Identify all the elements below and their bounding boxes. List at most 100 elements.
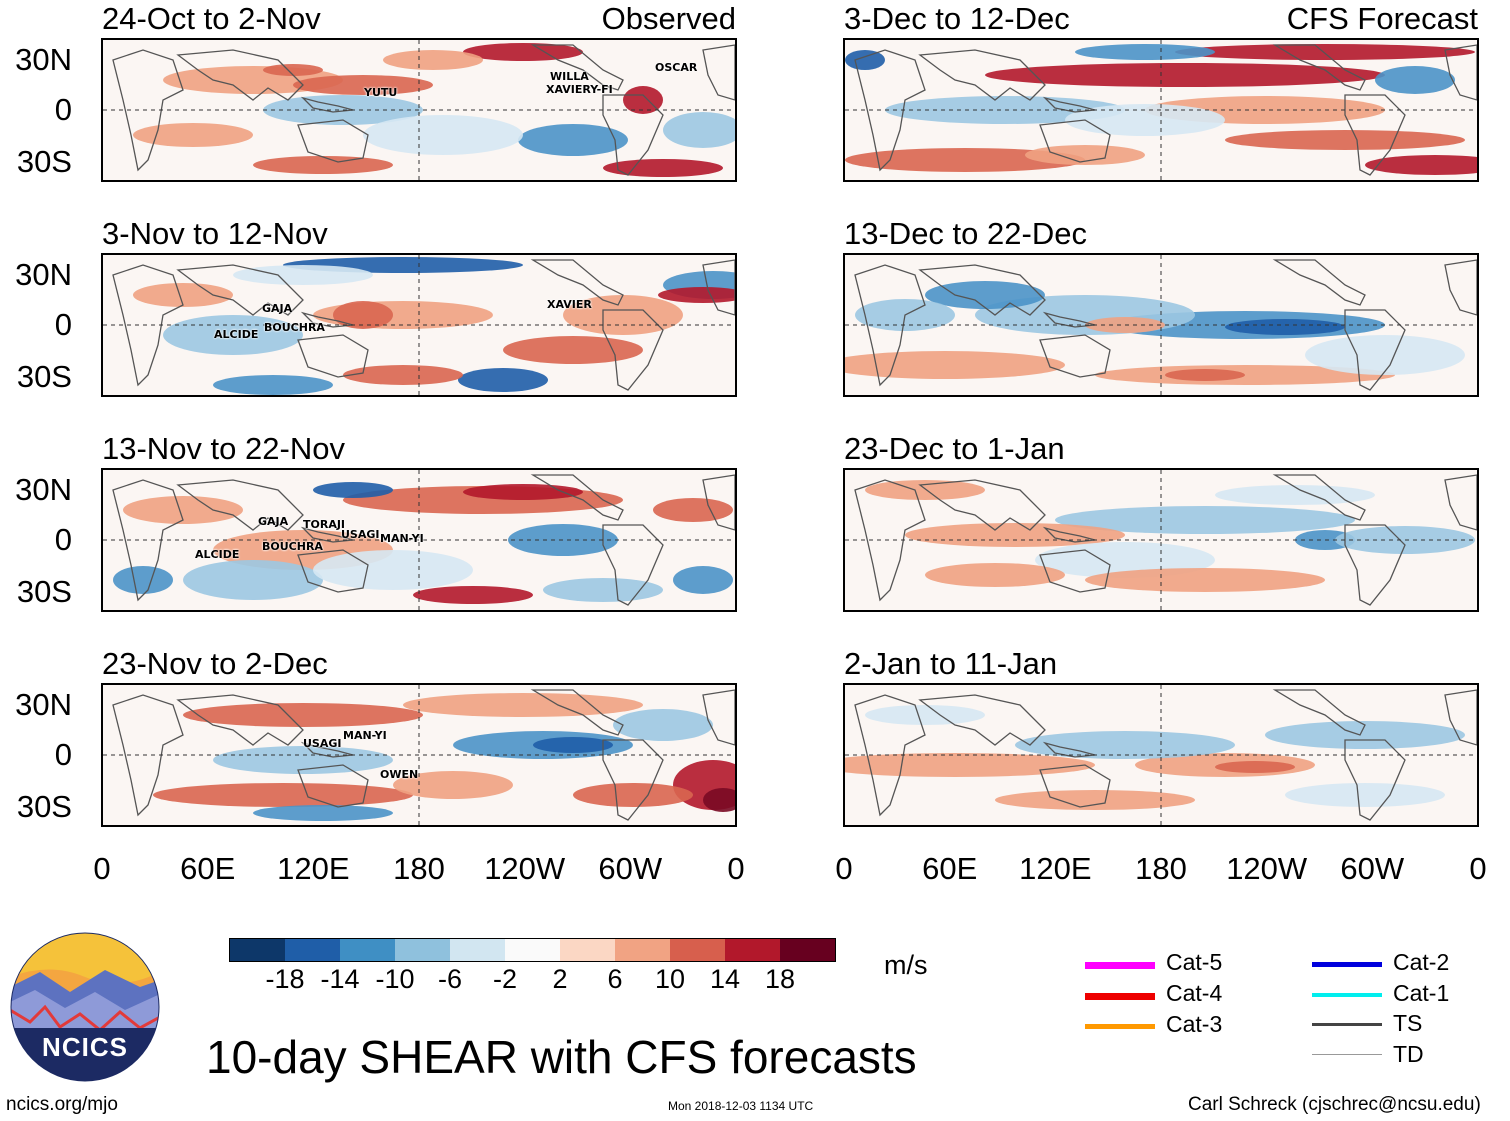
shear-field-map: [103, 470, 735, 610]
shear-anomaly-blob: [573, 783, 693, 807]
coastline: [918, 49, 1046, 101]
coastline: [1344, 524, 1406, 606]
shear-anomaly-blob: [925, 563, 1065, 587]
colorbar-swatch: [340, 939, 395, 961]
shear-anomaly-blob: [333, 301, 393, 329]
panel-title-left-1: 24-Oct to 2-Nov: [102, 1, 321, 36]
shear-anomaly-blob: [253, 156, 393, 174]
coastline: [1272, 474, 1366, 521]
storm-label: WILLA: [550, 70, 589, 83]
shear-anomaly-blob: [153, 783, 413, 807]
shear-anomaly-blob: [845, 753, 1095, 777]
colorbar-swatch: [780, 939, 835, 961]
shear-anomaly-blob: [343, 365, 463, 385]
panel-title-right-4: 2-Jan to 11-Jan: [844, 646, 1058, 681]
storm-label: OWEN: [380, 768, 419, 781]
coastline: [918, 479, 1046, 531]
figure-title: 10-day SHEAR with CFS forecasts: [206, 1031, 917, 1083]
storm-label: MAN-YI: [380, 532, 424, 545]
legend-swatch: [1312, 993, 1382, 997]
coastline: [1444, 689, 1477, 746]
shear-anomaly-blob: [458, 368, 548, 392]
shear-anomaly-blob: [1025, 145, 1145, 165]
legend-label: Cat-1: [1393, 980, 1450, 1006]
lon-label: 60E: [180, 851, 236, 886]
coastline: [1444, 259, 1477, 316]
lat-label-30n: 30N: [15, 687, 72, 722]
coastline: [1272, 689, 1366, 736]
coastline: [702, 259, 735, 316]
lon-label: 60W: [598, 851, 663, 886]
coastline: [918, 694, 1046, 746]
coastline: [918, 264, 1046, 316]
colorbar-swatch: [505, 939, 560, 961]
coastline: [530, 689, 624, 736]
lat-label-eq: 0: [54, 92, 72, 127]
shear-anomaly-blob: [503, 336, 643, 364]
shear-anomaly-blob: [213, 375, 333, 395]
shear-anomaly-blob: [233, 265, 373, 285]
colorbar-swatch: [450, 939, 505, 961]
shear-anomaly-blob: [658, 287, 735, 303]
shear-anomaly-blob: [985, 63, 1385, 87]
storm-label: USAGI: [341, 528, 380, 541]
coastline: [530, 259, 624, 306]
shear-anomaly-blob: [1215, 761, 1295, 773]
shear-anomaly-blob: [995, 790, 1195, 810]
coastline: [297, 549, 369, 593]
colorbar-swatch: [725, 939, 780, 961]
coastline: [1039, 764, 1111, 808]
colorbar-swatch: [670, 939, 725, 961]
shear-anomaly-blob: [263, 64, 323, 76]
storm-label: MAN-YI: [343, 729, 387, 742]
shear-anomaly-blob: [653, 498, 733, 522]
lat-label-eq: 0: [54, 522, 72, 557]
shear-anomaly-blob: [1365, 155, 1477, 175]
shear-anomaly-blob: [1225, 130, 1465, 150]
coastline: [297, 334, 369, 378]
coastline: [854, 479, 926, 602]
storm-label: BOUCHRA: [262, 540, 323, 553]
shear-anomaly-blob: [1085, 568, 1325, 592]
shear-anomaly-blob: [925, 281, 1045, 309]
colorbar-tick-label: -10: [375, 964, 415, 994]
colorbar-swatch: [395, 939, 450, 961]
shear-anomaly-blob: [673, 566, 733, 594]
legend-label: TD: [1393, 1041, 1424, 1067]
legend-swatch: [1312, 1023, 1382, 1026]
shear-anomaly-blob: [123, 496, 243, 524]
shear-anomaly-blob: [1175, 44, 1475, 60]
panel-title-left-3: 13-Nov to 22-Nov: [102, 431, 345, 466]
shear-anomaly-blob: [518, 124, 628, 156]
shear-anomaly-blob: [845, 351, 1065, 379]
storm-label: GAJA: [258, 515, 289, 528]
shear-map-panel: [101, 683, 737, 827]
storm-label: XAVIERY-FI: [546, 83, 613, 96]
coastline: [112, 264, 184, 387]
shear-anomaly-blob: [543, 578, 663, 602]
colorbar-swatch: [230, 939, 285, 961]
coastline: [1344, 94, 1406, 176]
coastline: [297, 764, 369, 808]
shear-anomaly-blob: [1075, 44, 1215, 60]
coastline: [702, 474, 735, 531]
shear-anomaly-blob: [253, 805, 393, 821]
coastline: [854, 694, 926, 817]
colorbar-swatch: [560, 939, 615, 961]
coastline: [1344, 739, 1406, 821]
shear-anomaly-blob: [113, 566, 173, 594]
lon-label: 120W: [484, 851, 566, 886]
shear-anomaly-blob: [403, 693, 643, 717]
colorbar-tick-label: -6: [437, 964, 463, 994]
colorbar-tick-label: -14: [320, 964, 360, 994]
shear-map-panel: [101, 38, 737, 182]
logo-text: NCICS: [42, 1032, 128, 1062]
legend-swatch: [1085, 962, 1155, 969]
footer-url[interactable]: ncics.org/mjo: [6, 1094, 118, 1115]
shear-anomaly-blob: [865, 705, 985, 725]
lat-label-eq: 0: [54, 307, 72, 342]
storm-label: GAJA: [262, 302, 293, 315]
lat-label-30s: 30S: [16, 144, 72, 179]
storm-label: ALCIDE: [214, 328, 259, 341]
shear-anomaly-blob: [413, 586, 533, 604]
